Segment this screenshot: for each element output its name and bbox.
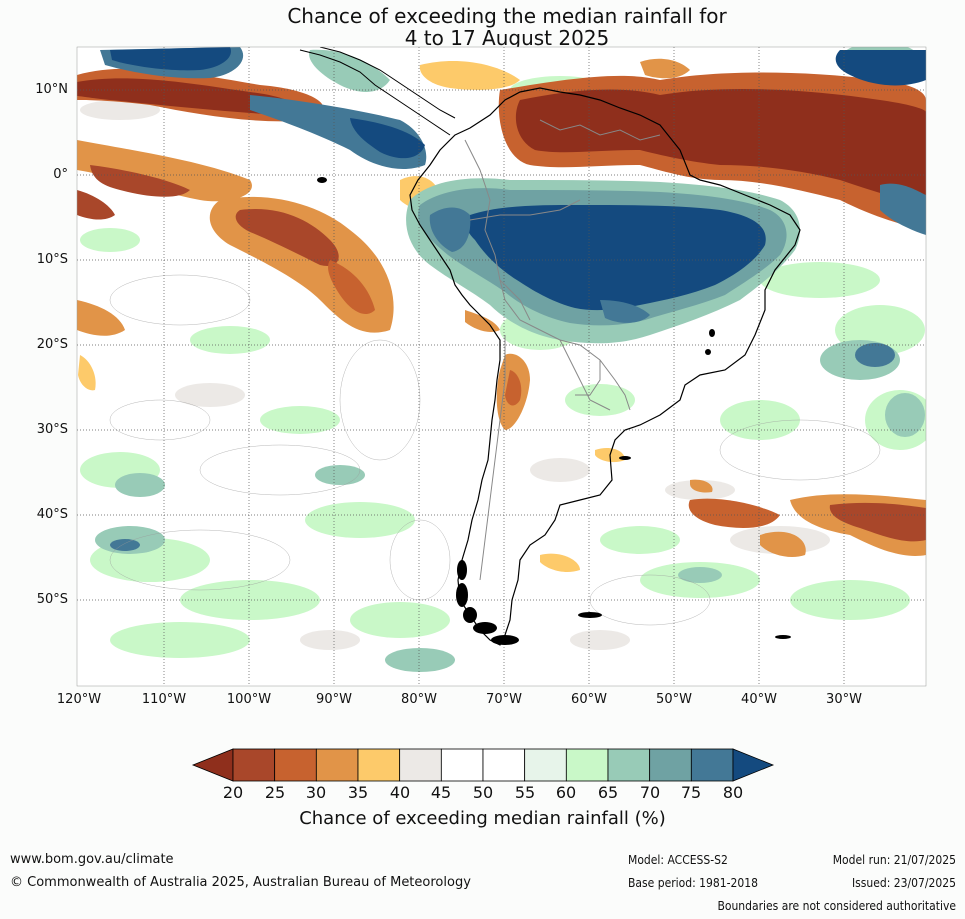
footer-copyright: © Commonwealth of Australia 2025, Austra… bbox=[10, 875, 471, 890]
lon-label-30w: 30°W bbox=[826, 692, 862, 707]
colorbar-tick: 30 bbox=[305, 783, 327, 802]
map-title-line2: 4 to 17 August 2025 bbox=[404, 26, 610, 50]
colorbar-tick: 60 bbox=[555, 783, 577, 802]
islands bbox=[317, 177, 791, 639]
map-plot-area bbox=[77, 47, 926, 686]
colorbar-segment bbox=[482, 748, 526, 782]
colorbar-tick: 75 bbox=[680, 783, 702, 802]
lon-label-60w: 60°W bbox=[571, 692, 607, 707]
patagonia-archipelago bbox=[456, 560, 519, 645]
footer-url[interactable]: www.bom.gov.au/climate bbox=[10, 852, 174, 867]
colorbar-tick: 40 bbox=[389, 783, 411, 802]
lat-label-20s: 20°S bbox=[36, 337, 68, 352]
colorbar-segment bbox=[649, 748, 692, 782]
footer-base-period: Base period: 1981-2018 bbox=[628, 876, 759, 890]
contour-lines bbox=[109, 274, 881, 626]
map-title-line1: Chance of exceeding the median rainfall … bbox=[287, 4, 727, 28]
colorbar-segment bbox=[440, 748, 484, 782]
wet-anomaly-regions bbox=[100, 47, 926, 344]
colorbar-segment bbox=[274, 748, 317, 782]
colorbar-tick: 20 bbox=[222, 783, 244, 802]
colorbar-tick: 70 bbox=[639, 783, 661, 802]
colorbar-segment bbox=[690, 748, 734, 782]
colorbar-tick: 45 bbox=[430, 783, 452, 802]
lat-label-10n: 10°N bbox=[35, 82, 68, 97]
footer-model: Model: ACCESS-S2 bbox=[628, 853, 728, 867]
lat-label-0: 0° bbox=[53, 167, 68, 182]
lon-label-50w: 50°W bbox=[656, 692, 692, 707]
south-america-coastline bbox=[409, 87, 801, 646]
lat-label-30s: 30°S bbox=[36, 422, 68, 437]
lat-label-10s: 10°S bbox=[36, 252, 68, 267]
lon-label-90w: 90°W bbox=[316, 692, 352, 707]
lon-label-80w: 80°W bbox=[401, 692, 437, 707]
colorbar-segment bbox=[315, 748, 359, 782]
lat-label-50s: 50°S bbox=[36, 592, 68, 607]
graticule bbox=[77, 47, 926, 686]
dry-anomaly-regions bbox=[77, 58, 926, 573]
colorbar bbox=[191, 748, 775, 782]
colorbar-tick: 80 bbox=[722, 783, 744, 802]
colorbar-segment bbox=[399, 748, 442, 782]
lat-label-40s: 40°S bbox=[36, 507, 68, 522]
country-borders bbox=[464, 119, 661, 581]
colorbar-segment bbox=[524, 748, 567, 782]
colorbar-segment bbox=[357, 748, 401, 782]
colorbar-above-extension bbox=[732, 748, 775, 782]
rainfall-map bbox=[76, 46, 927, 687]
lon-label-70w: 70°W bbox=[486, 692, 522, 707]
footer-disclaimer: Boundaries are not considered authoritat… bbox=[717, 899, 956, 913]
colorbar-segment bbox=[607, 748, 651, 782]
lon-label-120w: 120°W bbox=[56, 692, 102, 707]
colorbar-tick: 25 bbox=[264, 783, 286, 802]
central-america-coastline bbox=[299, 47, 456, 136]
footer-model-run: Model run: 21/07/2025 bbox=[832, 853, 956, 867]
colorbar-below-extension bbox=[191, 748, 234, 782]
footer-issued: Issued: 23/07/2025 bbox=[851, 876, 956, 890]
lon-label-40w: 40°W bbox=[741, 692, 777, 707]
colorbar-tick: 55 bbox=[514, 783, 536, 802]
colorbar-segment bbox=[565, 748, 609, 782]
lon-label-110w: 110°W bbox=[141, 692, 187, 707]
colorbar-tick: 50 bbox=[472, 783, 494, 802]
colorbar-segment bbox=[232, 748, 276, 782]
map-frame bbox=[76, 46, 927, 687]
colorbar-tick: 65 bbox=[597, 783, 619, 802]
lon-label-100w: 100°W bbox=[226, 692, 272, 707]
colorbar-label: Chance of exceeding median rainfall (%) bbox=[299, 808, 666, 829]
colorbar-tick: 35 bbox=[347, 783, 369, 802]
